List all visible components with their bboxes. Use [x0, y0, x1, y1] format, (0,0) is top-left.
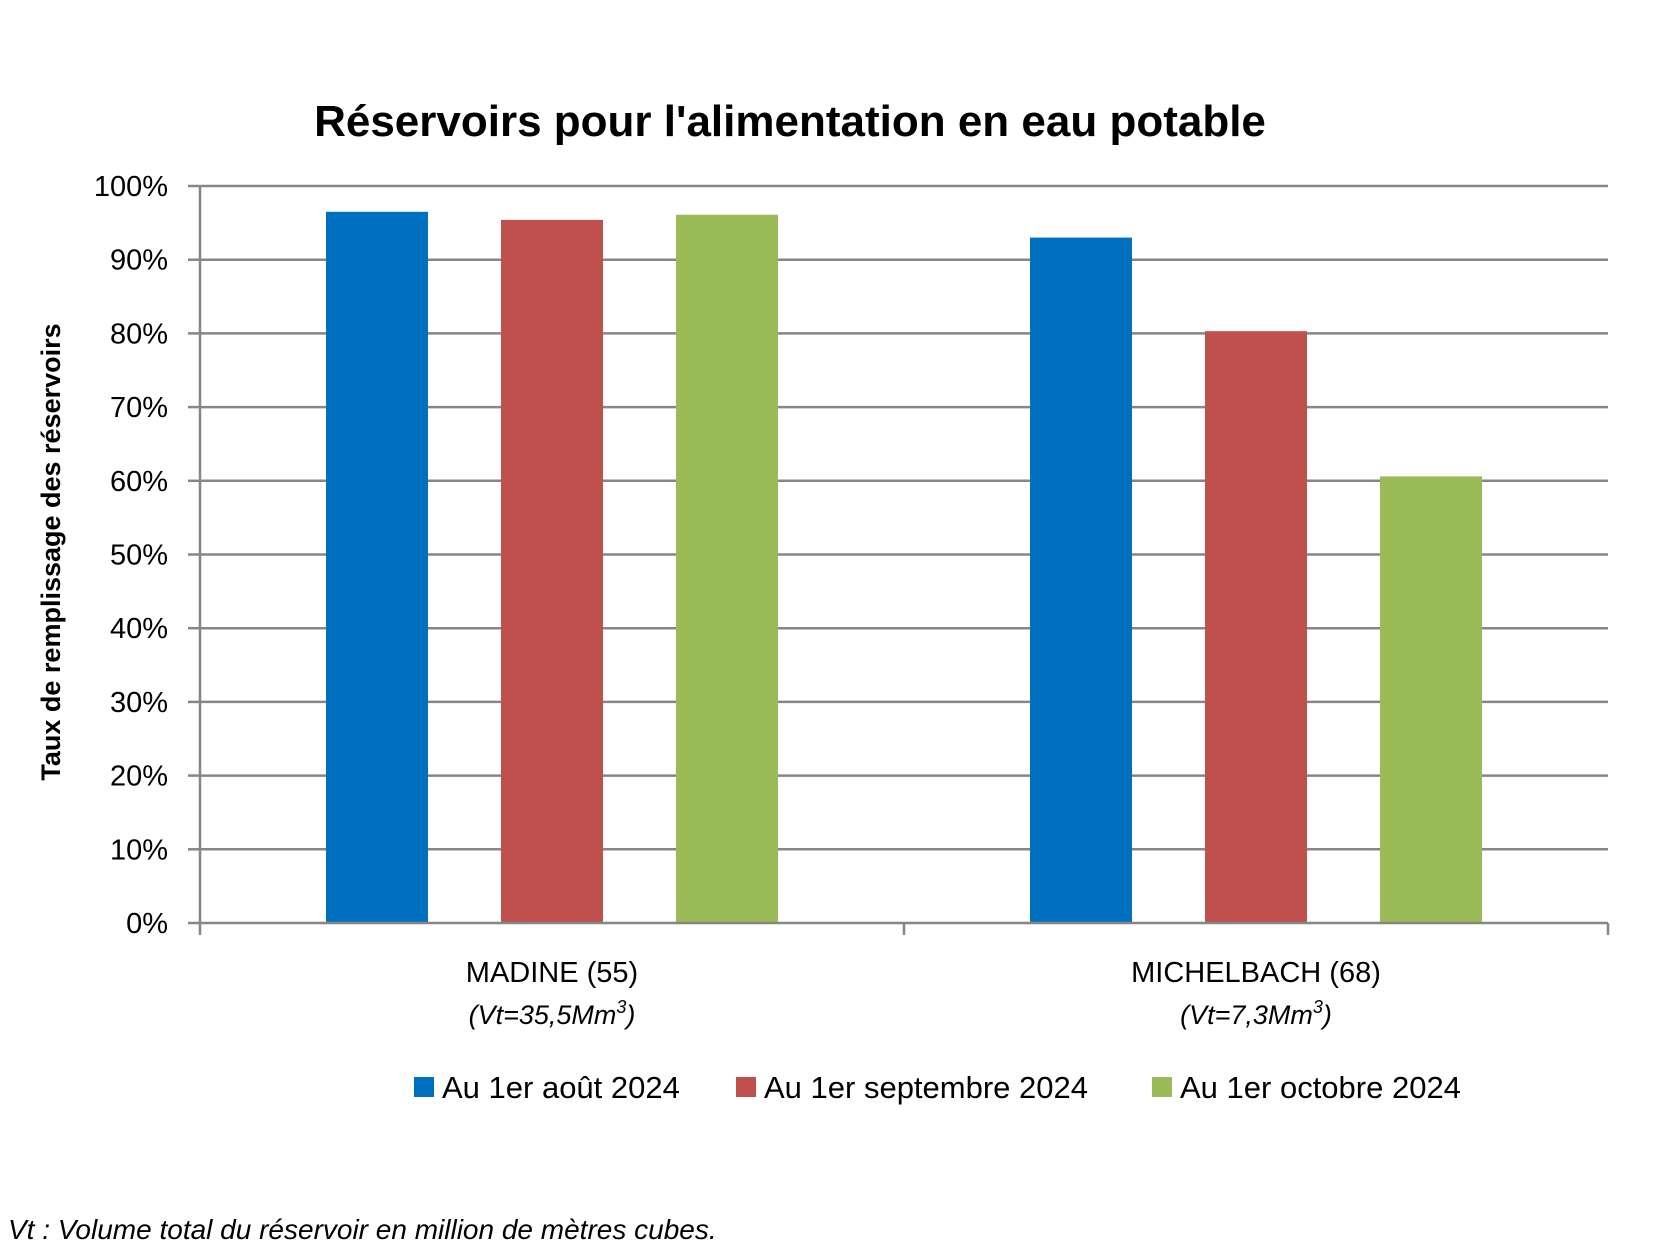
y-tick-label: 90%	[110, 245, 168, 277]
y-tick-label: 0%	[126, 908, 168, 940]
legend-label: Au 1er septembre 2024	[764, 1070, 1088, 1105]
legend-label: Au 1er octobre 2024	[1180, 1070, 1461, 1105]
y-tick-label: 70%	[110, 392, 168, 424]
y-tick-label: 60%	[110, 466, 168, 498]
x-category-sublabel: (Vt=35,5Mm3)	[469, 997, 636, 1030]
bar	[1030, 237, 1132, 924]
footnote: Vt : Volume total du réservoir en millio…	[8, 1214, 717, 1245]
y-tick-label: 40%	[110, 613, 168, 645]
x-category-labels: MADINE (55) (Vt=35,5Mm3) MICHELBACH (68) (V…	[466, 957, 1381, 1030]
bar	[1205, 331, 1307, 924]
gridlines	[200, 184, 1608, 851]
y-tick-labels: 0% 10% 20% 30% 40% 50% 60% 70% 80% 90% 100%	[94, 171, 168, 940]
y-tick-label: 80%	[110, 318, 168, 350]
y-tick-label: 50%	[110, 540, 168, 572]
legend-swatch	[414, 1077, 434, 1097]
legend-swatch	[1152, 1077, 1172, 1097]
legend-swatch	[736, 1077, 756, 1097]
bar	[501, 219, 603, 924]
bar	[1380, 476, 1482, 923]
bar	[676, 214, 778, 924]
y-axis-label: Taux de remplissage des réservoirs	[36, 323, 66, 780]
bar	[326, 211, 428, 924]
x-category-label: MICHELBACH (68)	[1131, 957, 1381, 989]
axes	[188, 184, 1610, 935]
y-tick-label: 20%	[110, 761, 168, 793]
y-tick-label: 10%	[110, 834, 168, 866]
x-category-label: MADINE (55)	[466, 957, 638, 989]
chart-title: Réservoirs pour l'alimentation en eau po…	[314, 97, 1266, 146]
x-category-sublabel: (Vt=7,3Mm3)	[1180, 997, 1332, 1030]
legend-label: Au 1er août 2024	[442, 1070, 680, 1105]
y-tick-label: 100%	[94, 171, 168, 203]
bars	[326, 211, 1482, 924]
legend: Au 1er août 2024 Au 1er septembre 2024 Au …	[414, 1070, 1461, 1105]
y-tick-label: 30%	[110, 687, 168, 719]
